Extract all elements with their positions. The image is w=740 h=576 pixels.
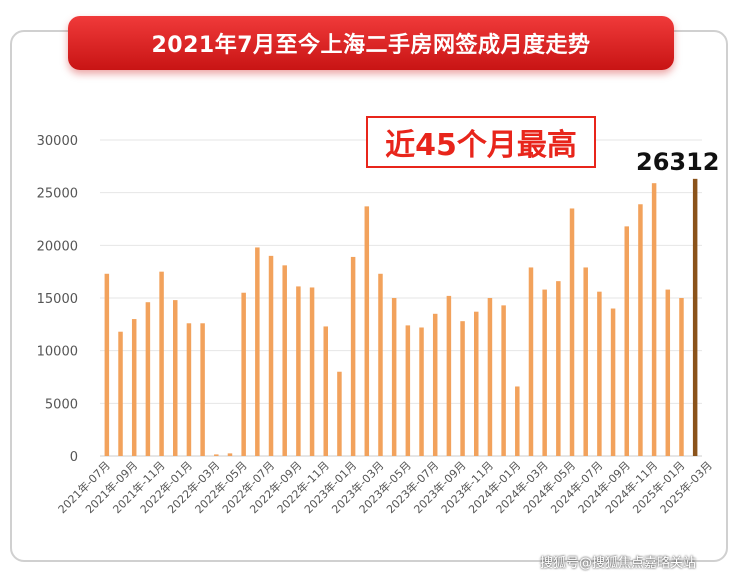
y-tick-label: 30000 — [37, 134, 78, 149]
bar — [227, 453, 233, 456]
chart-title: 2021年7月至今上海二手房网签成月度走势 — [151, 33, 591, 58]
bar — [679, 298, 684, 456]
highlight-callout: 近45个月最高 — [366, 116, 596, 168]
bar — [487, 298, 493, 456]
bar-peak — [692, 178, 698, 457]
bar — [214, 454, 219, 456]
peak-value-label: 26312 — [636, 148, 720, 176]
bar — [460, 321, 465, 456]
bar — [296, 286, 301, 456]
bar — [556, 281, 561, 456]
bar — [378, 273, 383, 456]
bar — [665, 289, 671, 456]
bar — [350, 256, 356, 456]
bar — [542, 289, 547, 456]
highlight-label: 近45个月最高 — [385, 128, 577, 163]
bar — [624, 226, 629, 456]
title-banner: 2021年7月至今上海二手房网签成月度走势 — [68, 16, 674, 70]
bar — [528, 267, 534, 456]
bar — [255, 247, 260, 456]
bar — [323, 326, 328, 456]
bar — [364, 206, 370, 456]
bar — [474, 311, 479, 456]
y-tick-label: 25000 — [37, 187, 78, 202]
bars — [104, 178, 698, 457]
bar — [268, 255, 274, 456]
y-tick-label: 5000 — [45, 397, 78, 412]
bar — [651, 183, 657, 457]
bar — [597, 291, 602, 456]
y-axis-ticks: 0 5000 10000 15000 20000 25000 30000 — [37, 134, 78, 465]
bar — [391, 298, 397, 456]
watermark: 搜狐号@搜狐焦点嘉略关站 — [540, 556, 697, 571]
bar — [186, 323, 192, 456]
bar — [583, 267, 588, 456]
bar — [405, 325, 411, 456]
grid-lines — [100, 139, 702, 457]
bar — [515, 386, 520, 456]
bar — [200, 323, 205, 456]
x-axis-ticks: 2021年-07月2021年-09月2021年-11月2022年-01月2022… — [55, 458, 715, 516]
bar — [118, 331, 123, 456]
y-tick-label: 10000 — [37, 345, 78, 360]
bar — [569, 208, 575, 456]
bar — [131, 319, 137, 456]
bar — [241, 292, 246, 456]
bar — [501, 305, 506, 456]
bar — [173, 300, 178, 456]
bar — [309, 287, 315, 456]
bar — [104, 273, 110, 456]
bar — [419, 327, 424, 456]
bar — [159, 271, 164, 456]
bar — [610, 308, 616, 456]
bar — [145, 302, 151, 456]
y-tick-label: 20000 — [37, 239, 78, 254]
bar — [432, 313, 438, 456]
bar — [337, 371, 342, 456]
y-tick-label: 0 — [70, 450, 78, 465]
y-tick-label: 15000 — [37, 292, 78, 307]
bar — [282, 265, 287, 456]
bar — [446, 295, 452, 456]
bar — [638, 204, 643, 456]
